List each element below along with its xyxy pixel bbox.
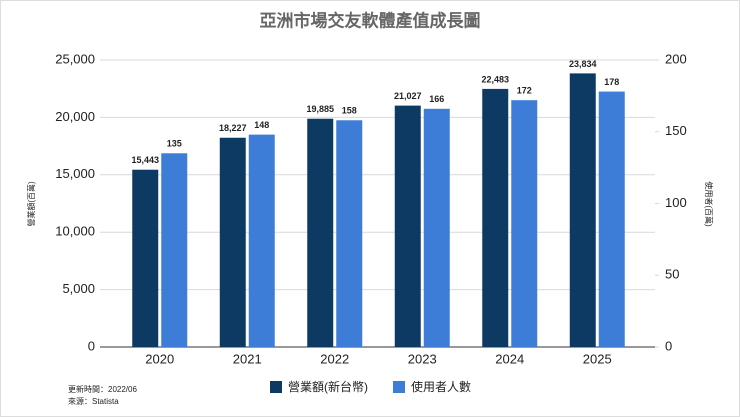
y2-tick-label: 0 [665,338,672,353]
y-tick-label: 10,000 [55,224,95,239]
legend-label: 使用者人數 [411,379,471,394]
legend-swatch [270,381,282,393]
bar [132,169,159,347]
value-label: 19,885 [306,104,334,114]
bar [307,118,334,347]
value-label: 148 [254,120,269,130]
y-tick-label: 5,000 [62,281,95,296]
value-label: 15,443 [131,155,159,165]
y2-tick-label: 200 [665,51,687,66]
value-label: 23,834 [569,59,597,69]
y-tick-label: 0 [88,338,95,353]
y-axis-label: 營業額(百萬) [26,181,36,227]
note: 來源：Statista [68,397,119,406]
y-tick-label: 20,000 [55,109,95,124]
bar [248,134,275,347]
x-tick-label: 2022 [320,351,349,366]
y2-tick-label: 50 [665,267,679,282]
value-label: 166 [429,94,444,104]
value-label: 172 [517,86,532,96]
bar [511,100,538,348]
bar [482,88,509,348]
value-label: 18,227 [219,123,247,133]
y2-tick-label: 150 [665,123,687,138]
bar [423,108,450,347]
y2-tick-label: 100 [665,195,687,210]
legend-label: 營業額(新台幣) [288,379,368,394]
bar [598,91,625,347]
bar [336,120,363,348]
value-label: 178 [604,77,619,87]
bar [569,73,596,347]
bar [219,137,246,347]
chart-title: 亞洲市場交友軟體產值成長圖 [260,10,481,30]
y-tick-label: 25,000 [55,51,95,66]
x-tick-label: 2021 [233,351,262,366]
x-tick-label: 2023 [408,351,437,366]
x-tick-label: 2020 [145,351,174,366]
legend-swatch [393,381,405,393]
value-label: 21,027 [394,91,422,101]
x-tick-label: 2025 [583,351,612,366]
bar [394,105,421,347]
x-tick-label: 2024 [495,351,524,366]
bar [161,153,188,347]
note: 更新時間：2022/06 [68,384,137,394]
value-label: 158 [342,106,357,116]
y-tick-label: 15,000 [55,166,95,181]
value-label: 22,483 [481,74,509,84]
y2-axis-label: 使用者(百萬) [704,181,714,227]
value-label: 135 [167,139,182,149]
